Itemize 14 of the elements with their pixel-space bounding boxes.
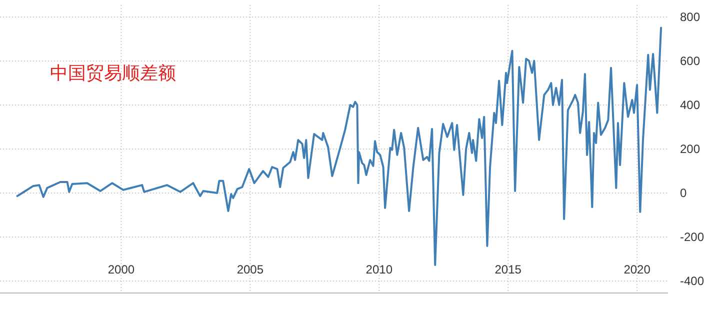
x-tick-label: 2005 (236, 262, 264, 277)
text: 中国贸易顺差额 (50, 63, 176, 84)
y-tick-label: 800 (680, 10, 700, 24)
y-tick-label: -200 (680, 230, 704, 244)
x-tick-label: 2000 (108, 262, 135, 277)
x-tick-label: 2020 (624, 262, 651, 277)
x-tick-label: 2015 (494, 262, 522, 277)
x-tick-label: 2010 (366, 262, 393, 277)
y-tick-label: 400 (680, 98, 700, 112)
y-tick-label: 0 (680, 186, 687, 200)
y-tick-label: 200 (680, 142, 700, 156)
y-tick-label: -400 (680, 274, 704, 288)
line-series (16, 26, 662, 266)
y-tick-label: 600 (680, 54, 700, 68)
